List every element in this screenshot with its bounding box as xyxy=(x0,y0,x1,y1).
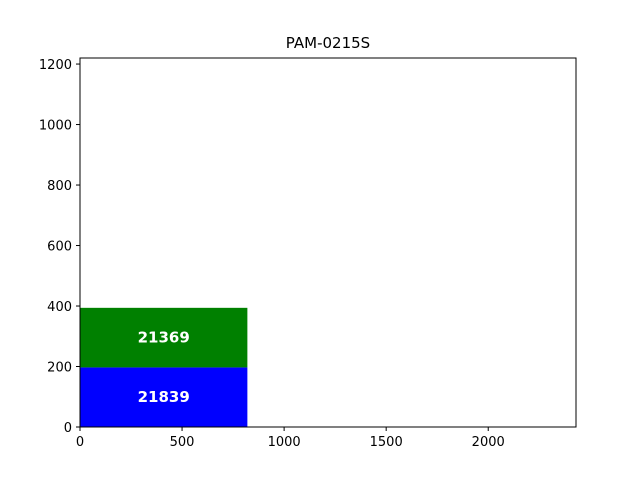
x-tick-label-4: 2000 xyxy=(472,435,505,450)
bar-label-0: 21839 xyxy=(138,388,190,406)
chart-title: PAM-0215S xyxy=(286,34,370,52)
y-tick-label-6: 1200 xyxy=(39,58,72,73)
y-tick-label-3: 600 xyxy=(47,240,72,255)
bars-group: 21839 21369 xyxy=(80,307,248,427)
x-tick-label-3: 1500 xyxy=(370,435,403,450)
plot-frame xyxy=(79,57,577,428)
y-tick-label-0: 0 xyxy=(64,421,72,436)
y-tick-label-5: 1000 xyxy=(39,119,72,134)
bar-0 xyxy=(80,367,248,427)
y-tick-label-2: 400 xyxy=(47,300,72,315)
bar-label-1: 21369 xyxy=(138,329,190,347)
x-tick-label-2: 1000 xyxy=(268,435,301,450)
y-tick-label-4: 800 xyxy=(47,179,72,194)
x-tick-label-0: 0 xyxy=(76,435,84,450)
bar-1 xyxy=(80,307,248,368)
x-axis-ticks: 0 500 1000 1500 2000 xyxy=(76,427,505,450)
x-tick-label-1: 500 xyxy=(170,435,195,450)
y-axis-ticks: 0 200 400 600 800 1000 1200 xyxy=(39,58,80,436)
y-tick-label-1: 200 xyxy=(47,361,72,376)
